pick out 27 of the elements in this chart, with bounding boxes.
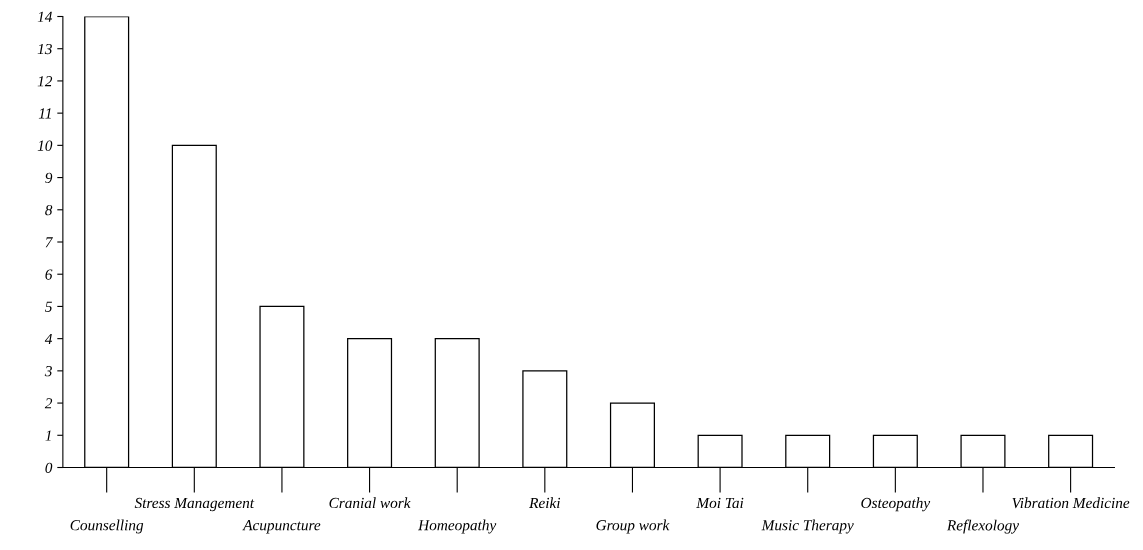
y-tick-label: 8 [45, 204, 53, 216]
y-tick-label: 0 [45, 462, 53, 473]
y-tick-label: 11 [38, 108, 51, 119]
x-tick-label: Group work [596, 519, 670, 534]
y-tick-label: 5 [45, 301, 52, 312]
x-tick-label: Reflexology [946, 519, 1020, 534]
y-tick-label: 3 [44, 366, 52, 377]
x-tick-label: Osteopathy [861, 497, 931, 512]
x-tick-label: Moi Tai [696, 497, 744, 509]
x-tick-label: Reiki [529, 497, 561, 509]
y-tick-label: 1 [45, 430, 51, 441]
y-tick-label: 10 [37, 140, 53, 151]
x-tick-label: Stress Management [134, 497, 255, 512]
x-tick-label: Acupuncture [242, 520, 321, 534]
y-tick-label: 13 [37, 43, 52, 55]
y-tick-label: 12 [37, 76, 53, 87]
x-tick-label: Cranial work [329, 497, 411, 509]
y-tick-label: 4 [44, 333, 53, 344]
y-tick-label: 7 [45, 237, 53, 248]
y-tick-label: 14 [37, 11, 53, 22]
x-tick-label: Homeopathy [418, 519, 497, 534]
x-tick-label: Counselling [70, 519, 144, 534]
x-tick-label: Music Therapy [761, 519, 854, 534]
y-tick-label: 2 [44, 398, 53, 409]
y-tick-label: 6 [45, 269, 53, 280]
y-tick-label: 9 [45, 172, 53, 184]
x-tick-label: Vibration Medicine [1012, 497, 1130, 509]
